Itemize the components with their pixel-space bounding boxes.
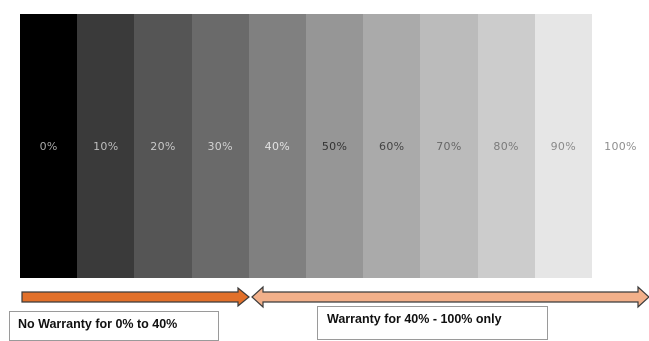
- scale-swatch-label: 20%: [150, 139, 176, 153]
- scale-swatch-label: 60%: [379, 139, 405, 153]
- scale-swatch: 40%: [248, 14, 306, 278]
- no-warranty-label: No Warranty for 0% to 40%: [9, 311, 219, 341]
- scale-swatch: 30%: [191, 14, 249, 278]
- grayscale-scale: 0% 10% 20% 30% 40% 50% 60% 70% 80% 90% 100%: [20, 14, 649, 278]
- scale-swatch: 0%: [20, 14, 78, 278]
- scale-swatch: 80%: [477, 14, 535, 278]
- scale-swatch: 20%: [134, 14, 192, 278]
- scale-swatch-label: 40%: [264, 139, 291, 153]
- scale-swatch-label: 80%: [493, 139, 519, 153]
- scale-swatch: 50%: [305, 14, 364, 278]
- scale-swatch-label: 100%: [604, 139, 637, 153]
- scale-swatch: 10%: [77, 14, 135, 278]
- scale-swatch-label: 0%: [39, 139, 58, 153]
- scale-swatch: 100%: [591, 14, 649, 278]
- scale-swatch-label: 10%: [93, 139, 119, 153]
- scale-swatch-label: 90%: [550, 139, 576, 153]
- scale-swatch: 60%: [363, 14, 421, 278]
- scale-swatch-label: 50%: [321, 139, 348, 153]
- scale-swatch: 70%: [420, 14, 478, 278]
- no-warranty-arrow: [21, 286, 250, 308]
- scale-swatch: 90%: [534, 14, 592, 278]
- warranty-arrow: [251, 285, 649, 309]
- warranty-label: Warranty for 40% - 100% only: [317, 306, 548, 340]
- scale-swatch-label: 70%: [436, 139, 462, 153]
- scale-swatch-label: 30%: [207, 139, 233, 153]
